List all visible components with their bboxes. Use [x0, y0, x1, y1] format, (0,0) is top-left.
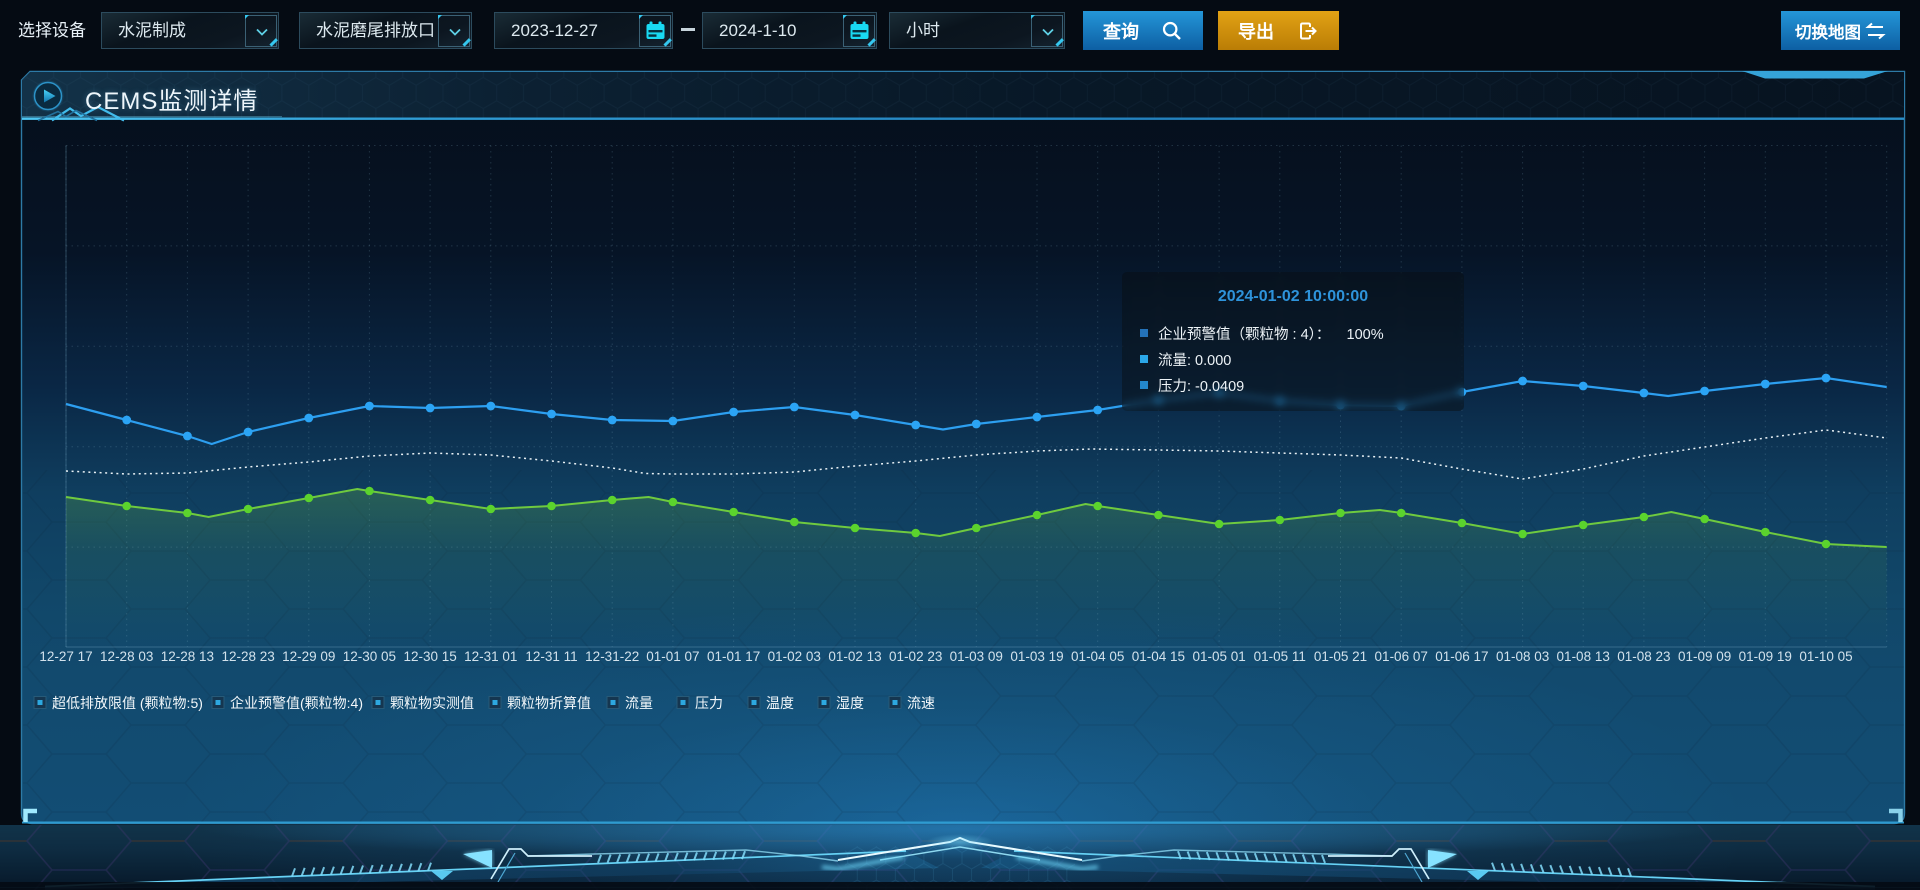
svg-text:12-31 11: 12-31 11: [525, 649, 577, 664]
svg-text:12-30 15: 12-30 15: [403, 649, 456, 664]
svg-text:01-05 11: 01-05 11: [1254, 649, 1306, 664]
svg-text:12-30 05: 12-30 05: [343, 649, 396, 664]
svg-text:01-05 21: 01-05 21: [1314, 649, 1367, 664]
svg-text:12-28 03: 12-28 03: [100, 649, 153, 664]
svg-text:01-02 03: 01-02 03: [768, 649, 821, 664]
svg-text:12-28 13: 12-28 13: [161, 649, 214, 664]
svg-text:12-29 09: 12-29 09: [282, 649, 335, 664]
svg-text:01-10 05: 01-10 05: [1799, 649, 1852, 664]
svg-text:01-06 07: 01-06 07: [1375, 649, 1428, 664]
svg-text:01-09 19: 01-09 19: [1739, 649, 1792, 664]
svg-text:01-08 03: 01-08 03: [1496, 649, 1549, 664]
svg-text:湿度: 湿度: [836, 695, 864, 711]
svg-text:01-01 17: 01-01 17: [707, 649, 760, 664]
svg-text:压力: 压力: [695, 695, 723, 711]
svg-text:12-31-22: 12-31-22: [585, 649, 639, 664]
svg-text:流速: 流速: [907, 695, 935, 711]
svg-text:01-03 09: 01-03 09: [950, 649, 1003, 664]
svg-text:01-05 01: 01-05 01: [1192, 649, 1245, 664]
svg-text:12-28 23: 12-28 23: [221, 649, 274, 664]
svg-text:01-04 15: 01-04 15: [1132, 649, 1185, 664]
svg-text:12-27 17: 12-27 17: [39, 649, 92, 664]
svg-text:温度: 温度: [766, 695, 794, 711]
svg-text:01-09 09: 01-09 09: [1678, 649, 1731, 664]
svg-text:01-08 13: 01-08 13: [1557, 649, 1610, 664]
svg-text:01-08 23: 01-08 23: [1617, 649, 1670, 664]
svg-text:01-06 17: 01-06 17: [1435, 649, 1488, 664]
svg-text:01-02 23: 01-02 23: [889, 649, 942, 664]
svg-text:12-31 01: 12-31 01: [464, 649, 517, 664]
svg-text:01-03 19: 01-03 19: [1010, 649, 1063, 664]
svg-text:01-04 05: 01-04 05: [1071, 649, 1124, 664]
svg-text:01-02 13: 01-02 13: [828, 649, 881, 664]
svg-text:企业预警值(颗粒物:4): 企业预警值(颗粒物:4): [230, 695, 363, 711]
svg-text:颗粒物折算值: 颗粒物折算值: [507, 695, 591, 711]
svg-text:流量: 流量: [625, 695, 653, 711]
svg-text:01-01 07: 01-01 07: [646, 649, 699, 664]
svg-text:超低排放限值 (颗粒物:5): 超低排放限值 (颗粒物:5): [52, 695, 203, 711]
svg-text:颗粒物实测值: 颗粒物实测值: [390, 695, 474, 711]
